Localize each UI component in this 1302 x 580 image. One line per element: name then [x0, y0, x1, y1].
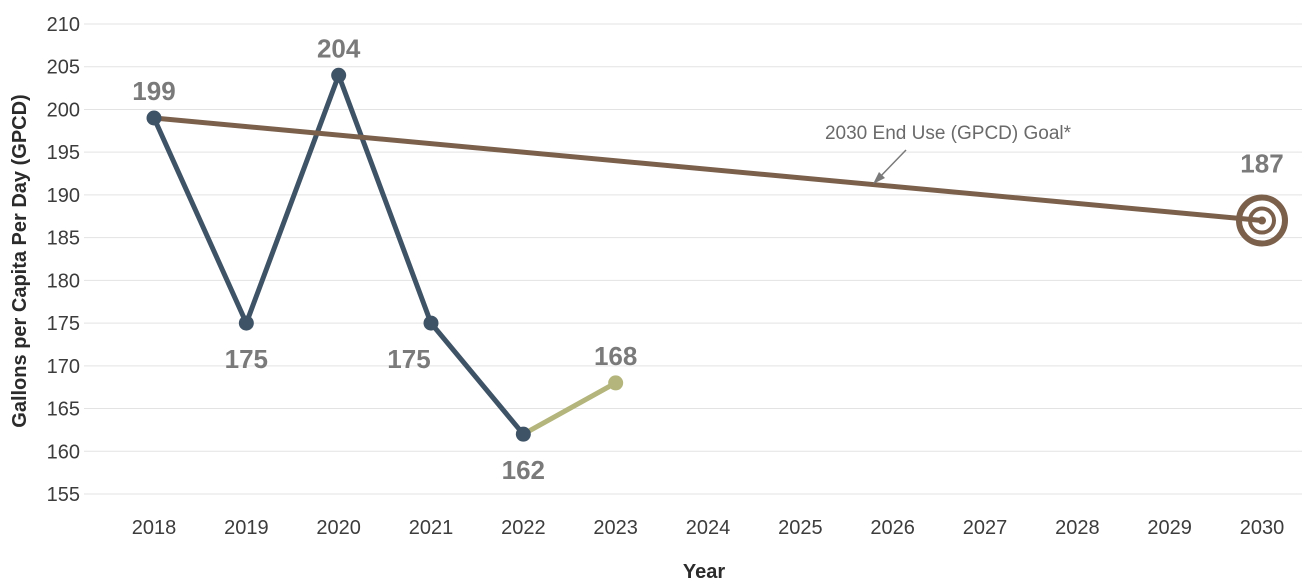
data-point-2020	[331, 67, 347, 83]
target-inner-ring	[1248, 206, 1276, 235]
goal-trend-line	[151, 115, 1265, 224]
x-tick-label-2024: 2024	[686, 517, 731, 539]
y-tick-label-155: 155	[47, 484, 80, 506]
series-lines	[151, 72, 1265, 437]
x-tick-label-2019: 2019	[224, 517, 269, 539]
x-tick-label-2020: 2020	[316, 517, 361, 539]
data-point-2023	[608, 375, 624, 391]
y-tick-label-190: 190	[47, 185, 80, 207]
y-tick-label-210: 210	[47, 14, 80, 36]
target-icon	[1236, 194, 1288, 247]
actual-gpcd-line	[151, 72, 526, 437]
target-center	[1258, 216, 1266, 225]
y-tick-label-205: 205	[47, 57, 80, 79]
data-labels: 199 175 204 175 162 168 187	[132, 33, 1283, 485]
y-tick-label-180: 180	[47, 270, 80, 292]
x-tick-label-2025: 2025	[778, 517, 823, 539]
x-tick-labels: 2018 2019 2020 2021 2022 2023 2024 2025 2026 2027…	[132, 517, 1285, 539]
x-tick-label-2026: 2026	[870, 517, 915, 539]
data-point-2018	[146, 110, 162, 126]
data-point-2019	[238, 315, 254, 331]
grid-lines	[84, 23, 1302, 495]
latest-gpcd-line	[520, 380, 619, 437]
y-tick-label-175: 175	[47, 313, 80, 335]
data-label-2020: 204	[317, 33, 361, 63]
data-label-2022: 162	[502, 455, 545, 485]
x-tick-label-2028: 2028	[1055, 517, 1100, 539]
goal-annotation: 2030 End Use (GPCD) Goal*	[825, 123, 1072, 184]
y-tick-label-200: 200	[47, 99, 80, 121]
target-outer-ring	[1236, 194, 1288, 247]
data-point-2022	[515, 426, 531, 442]
y-tick-label-195: 195	[47, 142, 80, 164]
x-axis-title: Year	[683, 561, 725, 580]
data-points	[146, 67, 624, 442]
x-tick-label-2018: 2018	[132, 517, 177, 539]
y-tick-label-165: 165	[47, 399, 80, 421]
data-point-2021	[423, 315, 439, 331]
x-tick-label-2023: 2023	[593, 517, 638, 539]
data-label-2018: 199	[132, 76, 175, 106]
y-tick-label-160: 160	[47, 441, 80, 463]
x-tick-label-2022: 2022	[501, 517, 546, 539]
y-tick-label-185: 185	[47, 228, 80, 250]
y-axis-title: Gallons per Capita Per Day (GPCD)	[9, 94, 31, 427]
y-tick-label-170: 170	[47, 356, 80, 378]
data-label-2023: 168	[594, 341, 637, 371]
x-tick-label-2021: 2021	[409, 517, 454, 539]
x-tick-label-2030: 2030	[1240, 517, 1285, 539]
data-label-2021: 175	[387, 344, 430, 374]
goal-annotation-label: 2030 End Use (GPCD) Goal*	[825, 123, 1072, 144]
x-tick-label-2027: 2027	[963, 517, 1008, 539]
arrow-head-icon	[873, 172, 885, 184]
y-tick-labels: 155 160 165 170 175 180 185 190 195 200 205 210	[47, 14, 80, 506]
x-tick-label-2029: 2029	[1147, 517, 1192, 539]
data-label-2019: 175	[225, 344, 268, 374]
data-label-2030-goal: 187	[1240, 149, 1283, 179]
